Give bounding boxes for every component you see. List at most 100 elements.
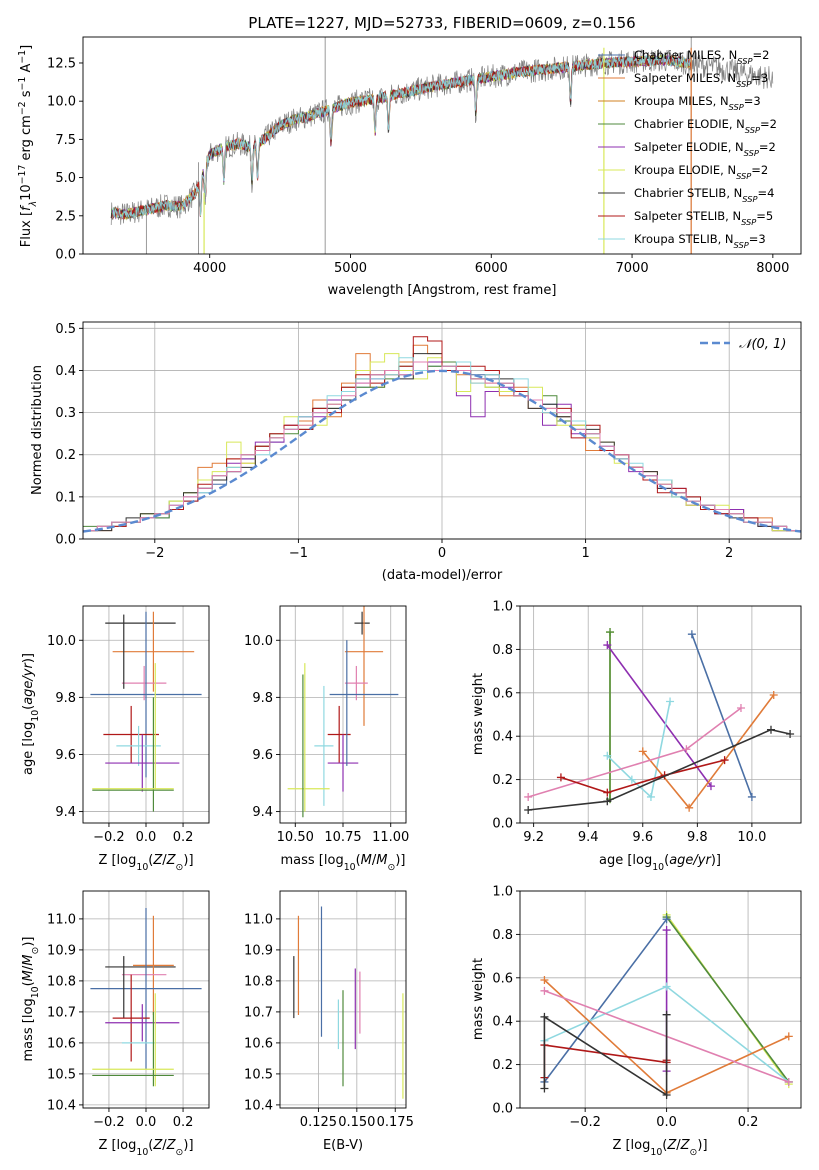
legend-entry: Chabrier MILES, NSSP=2	[598, 48, 769, 66]
y-tick-label: 10.9	[244, 943, 273, 958]
errorbar-point	[314, 685, 334, 806]
errorbar-point	[103, 705, 159, 764]
text-segment: Z	[680, 1138, 691, 1153]
y-tick-label: 0.4	[492, 730, 513, 745]
text-segment: (	[356, 853, 361, 868]
legend-label: 𝒩(0, 1)	[739, 337, 786, 352]
text-segment: )]	[183, 1138, 193, 1153]
text-segment: (	[148, 1138, 153, 1153]
weight-marker	[662, 915, 671, 924]
plot-area	[540, 910, 793, 1099]
text-segment: )]	[697, 1138, 707, 1153]
chart-title: PLATE=1227, MJD=52733, FIBERID=0609, z=0…	[248, 14, 635, 32]
text-segment: ⊙	[388, 862, 396, 873]
y-tick-label: 0.6	[492, 971, 513, 986]
weight-marker	[662, 982, 671, 991]
text-segment: Chabrier STELIB, N	[634, 186, 742, 200]
axes-frame	[519, 605, 802, 824]
text-segment: Kroupa ELODIE, N	[634, 163, 736, 177]
model-spectrum-line	[112, 54, 692, 219]
x-tick-label: 0.2	[738, 1115, 759, 1130]
text-segment: Flux [	[19, 211, 34, 247]
y-tick-label: 0.4	[55, 364, 76, 379]
y-tick-label: 0.0	[55, 248, 76, 263]
text-segment: M	[376, 853, 387, 868]
text-segment: (	[21, 705, 36, 710]
x-tick-label: 0.2	[173, 830, 194, 845]
text-segment: −2	[17, 101, 28, 115]
weight-marker	[666, 697, 675, 706]
text-segment: mass [log	[21, 998, 36, 1061]
text-segment: =2	[751, 163, 768, 177]
y-tick-label: 9.4	[55, 805, 76, 820]
legend-entry: Salpeter MILES, NSSP=3	[598, 71, 768, 89]
text-segment: 10	[652, 862, 664, 873]
y-tick-label: 0.5	[55, 322, 76, 337]
x-tick-label: 6000	[475, 261, 508, 276]
text-segment: )]	[183, 853, 193, 868]
errorbar-point	[90, 611, 202, 778]
weight-marker	[682, 745, 691, 754]
text-segment: erg cm	[19, 115, 34, 164]
plot-area	[524, 628, 795, 814]
text-segment: SSP	[744, 148, 759, 158]
y-tick-label: 0.1	[55, 490, 76, 505]
text-segment: M	[21, 955, 36, 966]
x-tick-label: 9.8	[687, 830, 708, 845]
weight-marker	[662, 926, 671, 935]
y-tick-label: 0.2	[55, 448, 76, 463]
text-segment: SSP	[741, 217, 756, 227]
mass-vs-ebv-panel: 0.125 0.150 0.175 10.4 10.5 10.6 10.7 10.8 10.9 1…	[244, 890, 414, 1153]
text-segment: ⊙	[690, 1147, 698, 1158]
text-segment: (	[148, 853, 153, 868]
plot-area	[83, 336, 801, 539]
weight-marker	[606, 628, 615, 637]
weight-series	[603, 641, 715, 791]
legend-entry: Chabrier ELODIE, NSSP=2	[598, 117, 777, 135]
text-segment: 10	[344, 862, 356, 873]
x-tick-label: 2	[725, 546, 733, 561]
y-tick-label: 0.0	[492, 1102, 513, 1117]
weight-line	[642, 694, 775, 810]
weight-series	[524, 703, 745, 801]
x-tick-label: 10.75	[324, 830, 361, 845]
errorbar-point	[112, 611, 195, 692]
errorbar-point	[105, 1004, 180, 1042]
weight-marker	[662, 1090, 671, 1099]
y-tick-label: 12.5	[47, 56, 76, 71]
weight-line	[543, 1044, 668, 1078]
axes-frame	[519, 890, 802, 1109]
weight-series	[540, 1010, 671, 1099]
text-segment: Z [log	[612, 1138, 650, 1153]
text-segment: =2	[760, 117, 777, 131]
weight-series	[606, 628, 615, 804]
weight-vs-Z-panel: −0.2 0.0 0.20.00.20.40.60.81.0Z [log10(Z/Z…	[471, 885, 802, 1158]
text-segment: =2	[759, 140, 776, 154]
errorbar-point	[327, 734, 359, 792]
errorbar-point	[344, 606, 384, 726]
legend-label: Kroupa MILES, NSSP=3	[634, 94, 761, 112]
legend-label: Salpeter STELIB, NSSP=5	[634, 209, 773, 227]
x-tick-label: −0.2	[569, 1115, 601, 1130]
text-segment: Salpeter MILES, N	[634, 71, 736, 85]
legend-label: Chabrier ELODIE, NSSP=2	[634, 117, 777, 135]
x-tick-label: 7000	[616, 261, 649, 276]
text-segment: Salpeter STELIB, N	[634, 209, 741, 223]
weight-marker	[769, 690, 778, 699]
legend-label: Kroupa ELODIE, NSSP=2	[634, 163, 768, 181]
text-segment: )]	[21, 937, 36, 947]
plot-area	[110, 37, 774, 254]
plot-area	[90, 908, 202, 1087]
plot-area	[293, 906, 404, 1099]
text-segment: SSP	[745, 125, 760, 135]
weight-marker	[603, 641, 612, 650]
x-axis-label: Z [log10(Z/Z⊙)]	[612, 1138, 707, 1158]
y-axis-label: Normed distribution	[30, 365, 45, 495]
y-tick-label: 0.3	[55, 406, 76, 421]
legend-entry: Kroupa MILES, NSSP=3	[598, 94, 761, 112]
x-tick-label: 0.175	[377, 1115, 414, 1130]
text-segment: Z	[152, 1138, 163, 1153]
text-segment: Kroupa MILES, N	[634, 94, 729, 108]
y-tick-label: 11.0	[47, 912, 76, 927]
